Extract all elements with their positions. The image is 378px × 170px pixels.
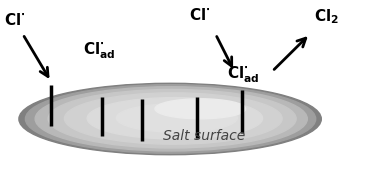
Ellipse shape	[48, 89, 296, 148]
Ellipse shape	[116, 104, 237, 132]
Text: $\mathbf{Cl_2}$: $\mathbf{Cl_2}$	[314, 8, 339, 26]
Text: $\mathbf{Cl}^{\mathbf{\cdot}}_{\mathbf{ad}}$: $\mathbf{Cl}^{\mathbf{\cdot}}_{\mathbf{a…	[83, 41, 116, 61]
Ellipse shape	[25, 85, 316, 153]
Text: $\mathbf{Cl}^{\mathbf{\cdot}}$: $\mathbf{Cl}^{\mathbf{\cdot}}$	[189, 7, 211, 23]
Ellipse shape	[155, 99, 246, 119]
Text: $\mathbf{Cl}^{\mathbf{\cdot}}$: $\mathbf{Cl}^{\mathbf{\cdot}}$	[4, 12, 25, 28]
Ellipse shape	[64, 93, 282, 144]
Ellipse shape	[87, 98, 263, 139]
Text: Salt surface: Salt surface	[163, 129, 245, 143]
Text: $\mathbf{Cl}^{\mathbf{\cdot}}_{\mathbf{ad}}$: $\mathbf{Cl}^{\mathbf{\cdot}}_{\mathbf{a…	[227, 65, 259, 85]
Ellipse shape	[19, 83, 321, 155]
Ellipse shape	[35, 87, 307, 151]
